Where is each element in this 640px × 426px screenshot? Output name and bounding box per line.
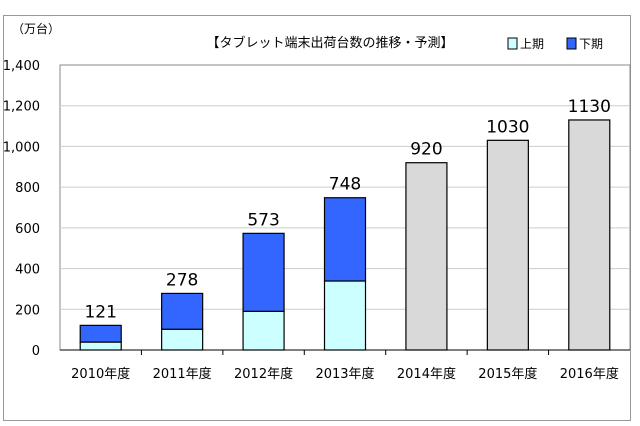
x-tick-label: 2014年度: [397, 366, 456, 382]
y-tick-label: 0: [32, 344, 40, 359]
data-label: 1130: [568, 97, 611, 117]
bar-segment-予測: [405, 162, 448, 351]
y-tick-label: 800: [15, 181, 40, 196]
y-axis-unit: （万台）: [12, 21, 60, 36]
y-tick-label: 1,400: [3, 59, 40, 74]
data-label: 278: [166, 270, 198, 290]
y-tick-label: 200: [15, 303, 40, 318]
bar-segment-予測: [486, 139, 529, 351]
legend-swatch-lower: [566, 37, 577, 50]
x-tick-label: 2013年度: [315, 366, 374, 382]
legend-swatch-upper: [507, 37, 518, 50]
bar-segment-予測: [568, 119, 611, 351]
x-tick-label: 2011年度: [153, 366, 212, 382]
data-label: 748: [329, 175, 361, 195]
bar-segment-下期: [323, 197, 367, 282]
bar-segment-上期: [79, 341, 122, 351]
x-tick-label: 2015年度: [478, 366, 537, 382]
x-tick-label: 2010年度: [71, 366, 130, 382]
bar-segment-下期: [242, 232, 285, 312]
legend-label-lower: 下期: [579, 37, 603, 51]
data-label: 573: [247, 210, 279, 230]
chart-title: 【タブレット端末出荷台数の推移・予測】: [206, 35, 453, 51]
bar-segment-上期: [161, 328, 204, 351]
bar-segment-上期: [242, 310, 285, 351]
y-tick-label: 400: [15, 263, 40, 278]
data-label: 1030: [486, 117, 529, 137]
bar-segment-上期: [323, 280, 367, 351]
x-tick-label: 2016年度: [560, 366, 619, 382]
x-tick-label: 2012年度: [234, 366, 293, 382]
bar-segment-下期: [79, 324, 122, 343]
bar-segment-下期: [161, 292, 204, 330]
data-label: 920: [410, 140, 442, 160]
legend-label-upper: 上期: [520, 37, 544, 51]
y-tick-label: 600: [15, 222, 40, 237]
y-tick-label: 1,000: [3, 140, 40, 155]
data-label: 121: [84, 302, 116, 322]
y-tick-label: 1,200: [3, 100, 40, 115]
